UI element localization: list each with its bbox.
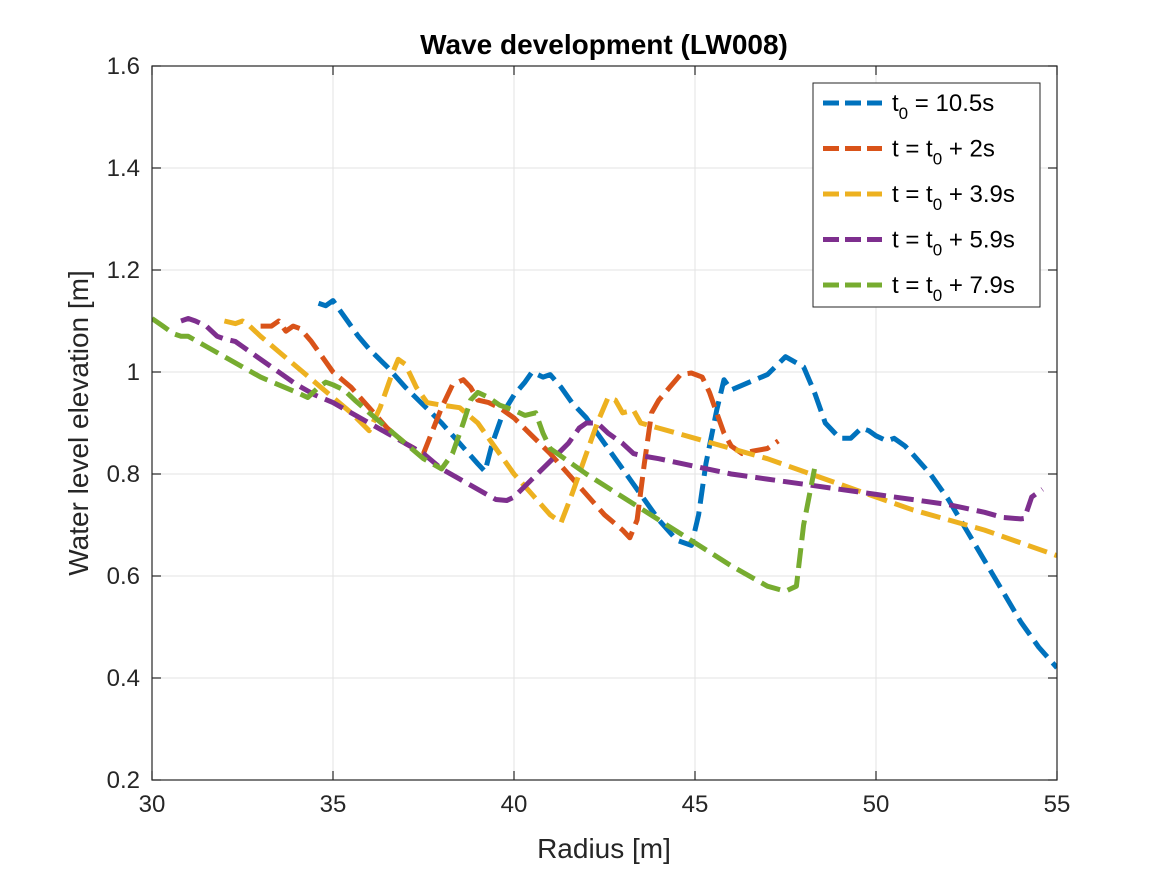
legend-label-subscript: 0 xyxy=(933,150,942,169)
legend-label-subscript: 0 xyxy=(899,104,908,123)
legend-label-part: + 2s xyxy=(942,136,995,163)
x-tick-label: 30 xyxy=(139,791,166,818)
y-tick-label: 0.8 xyxy=(107,461,140,488)
series-line-3 xyxy=(223,318,1057,558)
series-group xyxy=(152,298,1057,670)
legend-label-subscript: 0 xyxy=(933,241,942,260)
legend-label-subscript: 0 xyxy=(933,195,942,214)
legend-label-5: t = t0 + 7.9s xyxy=(892,272,1015,305)
series-line-1 xyxy=(317,298,1057,670)
x-tick-label: 50 xyxy=(863,791,890,818)
y-tick-label: 1.6 xyxy=(107,53,140,80)
legend-label-part: t = t xyxy=(892,136,933,163)
axes-box xyxy=(151,65,1058,781)
y-tick-label: 0.2 xyxy=(107,767,140,794)
legend-label-3: t = t0 + 3.9s xyxy=(892,181,1015,214)
series-line-5 xyxy=(152,316,817,594)
legend-label-part: t = t xyxy=(892,181,933,208)
legend-label-part: t = t xyxy=(892,227,933,254)
legend-label-part: + 5.9s xyxy=(942,227,1015,254)
y-tick-label: 1.4 xyxy=(107,155,140,182)
legend-label-2: t = t0 + 2s xyxy=(892,136,995,169)
legend-label-part: + 7.9s xyxy=(942,272,1015,299)
y-axis-label: Water level elevation [m] xyxy=(63,270,94,576)
series-line-2 xyxy=(260,318,780,541)
chart-title: Wave development (LW008) xyxy=(420,29,788,60)
legend-label-part: + 3.9s xyxy=(942,181,1015,208)
legend-label-part: t xyxy=(892,90,899,117)
y-tick-label: 0.4 xyxy=(107,665,140,692)
x-axis-label: Radius [m] xyxy=(537,833,671,864)
legend-label-1: t0 = 10.5s xyxy=(892,90,994,123)
legend-label-4: t = t0 + 5.9s xyxy=(892,227,1015,260)
y-tick-label: 1 xyxy=(127,359,140,386)
x-tick-label: 40 xyxy=(501,791,528,818)
tick-labels: 30 35 40 45 50 55 0.2 0.4 0.6 0.8 1 1.2 1.4 1.6 xyxy=(107,53,1071,818)
legend-label-part: t = t xyxy=(892,272,933,299)
legend: t0 = 10.5st = t0 + 2st = t0 + 3.9st = t0… xyxy=(812,82,1041,308)
x-tick-label: 55 xyxy=(1044,791,1071,818)
ticks xyxy=(151,65,1058,781)
legend-label-subscript: 0 xyxy=(933,286,942,305)
x-tick-label: 35 xyxy=(320,791,347,818)
x-tick-label: 45 xyxy=(682,791,709,818)
y-tick-label: 0.6 xyxy=(107,563,140,590)
series-line-4 xyxy=(180,316,1044,522)
y-tick-label: 1.2 xyxy=(107,257,140,284)
legend-label-part: = 10.5s xyxy=(908,90,994,117)
